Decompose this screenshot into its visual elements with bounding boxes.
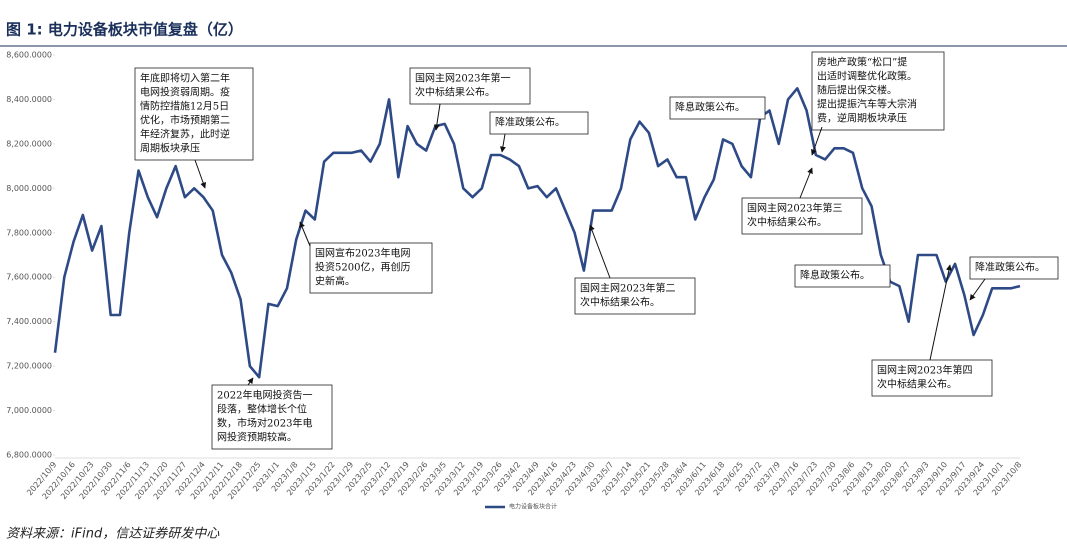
annotation-text: 国网主网2023年第三: [747, 202, 842, 215]
annotation-text: 投资5200亿，再创历: [315, 261, 410, 274]
line: [53, 87, 1021, 379]
annotation-text: 年经济复苏，此时逆: [140, 128, 230, 141]
annotation-box: [669, 96, 766, 120]
y-tick-label: 8,400.0000: [6, 95, 52, 104]
annotation-text: 降准政策公布。: [975, 261, 1045, 274]
annotation-arrow: [299, 221, 311, 247]
source: 资料来源：iFind，信达证券研发中心: [6, 527, 220, 542]
legend-label: 电力设备板块合计: [509, 503, 557, 511]
annotation-arrow: [589, 224, 611, 279]
annotation-arrow: [433, 103, 441, 131]
annotation-text: 提出提振汽车等大宗消: [817, 98, 917, 111]
y-tick-label: 7,000.0000: [6, 406, 52, 415]
y-tick-label: 6,800.0000: [6, 451, 52, 460]
annotation-box: [741, 197, 863, 235]
annotation-text: 国网主网2023年第一: [415, 72, 510, 85]
annotation-text: 史新高。: [315, 275, 355, 288]
annotation-arrow: [969, 278, 986, 301]
y-tick-label: 8,600.0000: [6, 51, 52, 60]
annotation-text: 年底即将切入第二年: [140, 72, 230, 85]
annotation-box: [489, 111, 589, 135]
annotation-text: 国网主网2023年第二: [580, 282, 675, 295]
annotation-arrow: [194, 159, 207, 189]
annotation-text: 次中标结果公布。: [580, 296, 660, 309]
annotation-arrow: [799, 167, 813, 199]
annotation-box: [211, 384, 333, 450]
annotation-text: 电网投资弱周期。疫: [140, 86, 230, 99]
annotation-box: [794, 264, 891, 288]
annotation-text: 数，市场对2023年电: [217, 417, 312, 430]
y-tick-label: 7,400.0000: [6, 317, 52, 326]
annotation-box: [574, 277, 696, 315]
annotation-text: 随后提出保交楼。: [817, 84, 897, 97]
annotation-box: [871, 359, 993, 397]
annotation-text: 段落，整体增长个位: [217, 403, 307, 416]
annotation-box: [969, 256, 1059, 280]
annotation-text: 费，逆周期板块承压: [817, 112, 907, 125]
annotation-arrow: [810, 126, 823, 156]
annotation-text: 出适时调整优化政策。: [817, 70, 917, 83]
annotation-text: 次中标结果公布。: [747, 216, 827, 229]
annotation-box: [309, 242, 433, 294]
annotation-text: 优化，市场预期第二: [140, 114, 230, 127]
annotation-text: 次中标结果公布。: [877, 378, 957, 391]
annotation-text: 周期板块承压: [140, 142, 200, 155]
annotation-arrow: [929, 264, 952, 361]
y-tick-label: 7,800.0000: [6, 228, 52, 237]
annotation-text: 降息政策公布。: [800, 269, 870, 282]
annotation-arrow: [499, 133, 506, 153]
annotation-text: 情防控措施12月5日: [140, 100, 229, 113]
annotation-text: 网投资预期较高。: [217, 431, 297, 444]
annotation-text: 国网主网2023年第四: [877, 364, 972, 377]
annotation-arrow: [247, 377, 254, 386]
y-tick-label: 7,600.0000: [6, 273, 52, 282]
annotation-text: 房地产政策“松口”提: [817, 56, 907, 69]
annotation-text: 国网宣布2023年电网: [315, 247, 410, 260]
annotation-text: 降准政策公布。: [495, 116, 565, 129]
annotation-text: 2022年电网投资告一: [217, 389, 312, 402]
y-tick-label: 8,000.0000: [6, 184, 52, 193]
annotation-text: 降息政策公布。: [675, 101, 745, 114]
y-tick-label: 8,200.0000: [6, 139, 52, 148]
annotation-box: [811, 51, 945, 131]
y-tick-label: 7,200.0000: [6, 362, 52, 371]
annotation-text: 次中标结果公布。: [415, 86, 495, 99]
annotation-box: [409, 67, 531, 105]
chart-title: 图 1: 电力设备板块市值复盘（亿）: [6, 21, 243, 39]
annotation-box: [134, 67, 254, 161]
